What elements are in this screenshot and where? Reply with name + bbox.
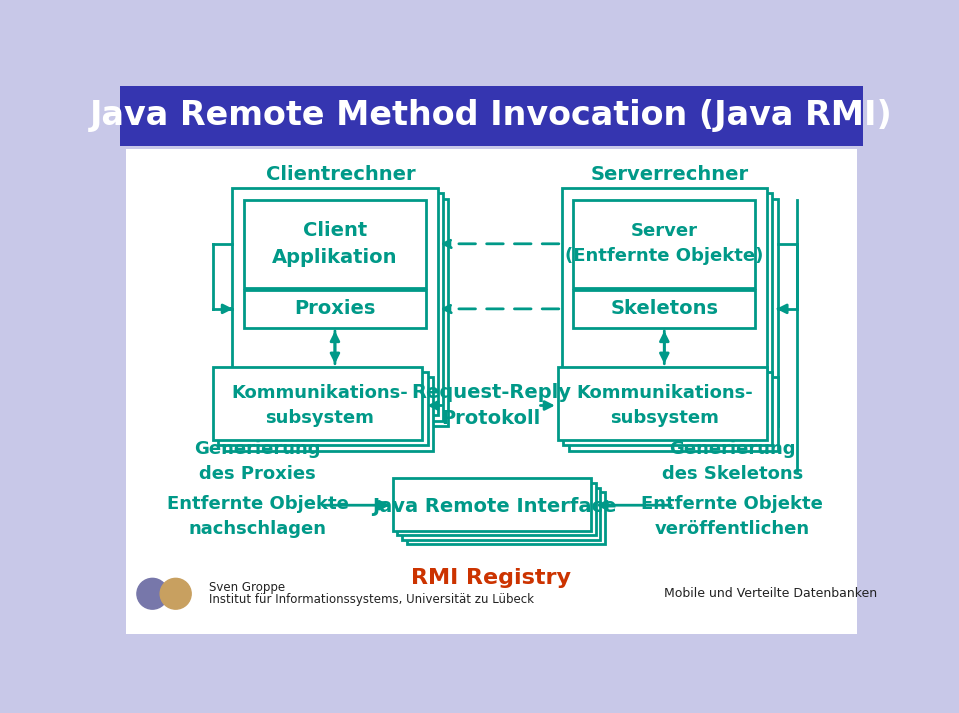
Bar xyxy=(120,86,863,145)
Bar xyxy=(126,149,857,634)
Bar xyxy=(562,188,767,415)
Bar xyxy=(244,289,426,328)
Bar xyxy=(558,366,767,440)
Text: Proxies: Proxies xyxy=(294,299,376,319)
Text: Sven Groppe: Sven Groppe xyxy=(209,581,285,594)
Text: Kommunikations-
subsystem: Kommunikations- subsystem xyxy=(576,384,753,427)
Bar xyxy=(402,488,600,540)
Bar xyxy=(563,372,772,445)
Text: Generierung
des Skeletons: Generierung des Skeletons xyxy=(662,440,803,483)
Text: Client
Applikation: Client Applikation xyxy=(272,221,398,267)
Text: Server
(Entfernte Objekte): Server (Entfernte Objekte) xyxy=(565,222,763,265)
Text: Java Remote Interface: Java Remote Interface xyxy=(372,497,617,516)
Bar xyxy=(569,377,778,451)
Text: Kommunikations-
subsystem: Kommunikations- subsystem xyxy=(231,384,409,427)
Bar xyxy=(392,478,591,530)
Text: Mobile und Verteilte Datenbanken: Mobile und Verteilte Datenbanken xyxy=(665,588,877,600)
Text: Request-Reply
Protokoll: Request-Reply Protokoll xyxy=(411,383,572,429)
Bar xyxy=(223,377,433,451)
Text: Serverrechner: Serverrechner xyxy=(591,165,749,184)
Bar xyxy=(232,188,437,415)
Circle shape xyxy=(160,578,191,609)
Bar xyxy=(244,200,426,288)
Bar xyxy=(219,372,428,445)
Bar xyxy=(213,366,422,440)
Circle shape xyxy=(137,578,168,609)
Bar xyxy=(238,193,443,421)
Text: RMI Registry: RMI Registry xyxy=(411,568,572,588)
Bar xyxy=(243,199,449,426)
Bar xyxy=(407,492,605,545)
Text: Java Remote Method Invocation (Java RMI): Java Remote Method Invocation (Java RMI) xyxy=(90,99,893,132)
Text: Entfernte Objekte
nachschlagen: Entfernte Objekte nachschlagen xyxy=(167,496,349,538)
Bar xyxy=(573,289,756,328)
Text: Generierung
des Proxies: Generierung des Proxies xyxy=(195,440,321,483)
Bar xyxy=(397,483,596,535)
Text: Institut für Informationssystems, Universität zu Lübeck: Institut für Informationssystems, Univer… xyxy=(209,593,534,607)
Bar xyxy=(573,200,756,288)
Text: Entfernte Objekte
veröffentlichen: Entfernte Objekte veröffentlichen xyxy=(642,496,823,538)
Text: Clientrechner: Clientrechner xyxy=(266,165,415,184)
Bar xyxy=(567,193,772,421)
Text: Skeletons: Skeletons xyxy=(610,299,718,319)
Bar xyxy=(573,199,778,426)
